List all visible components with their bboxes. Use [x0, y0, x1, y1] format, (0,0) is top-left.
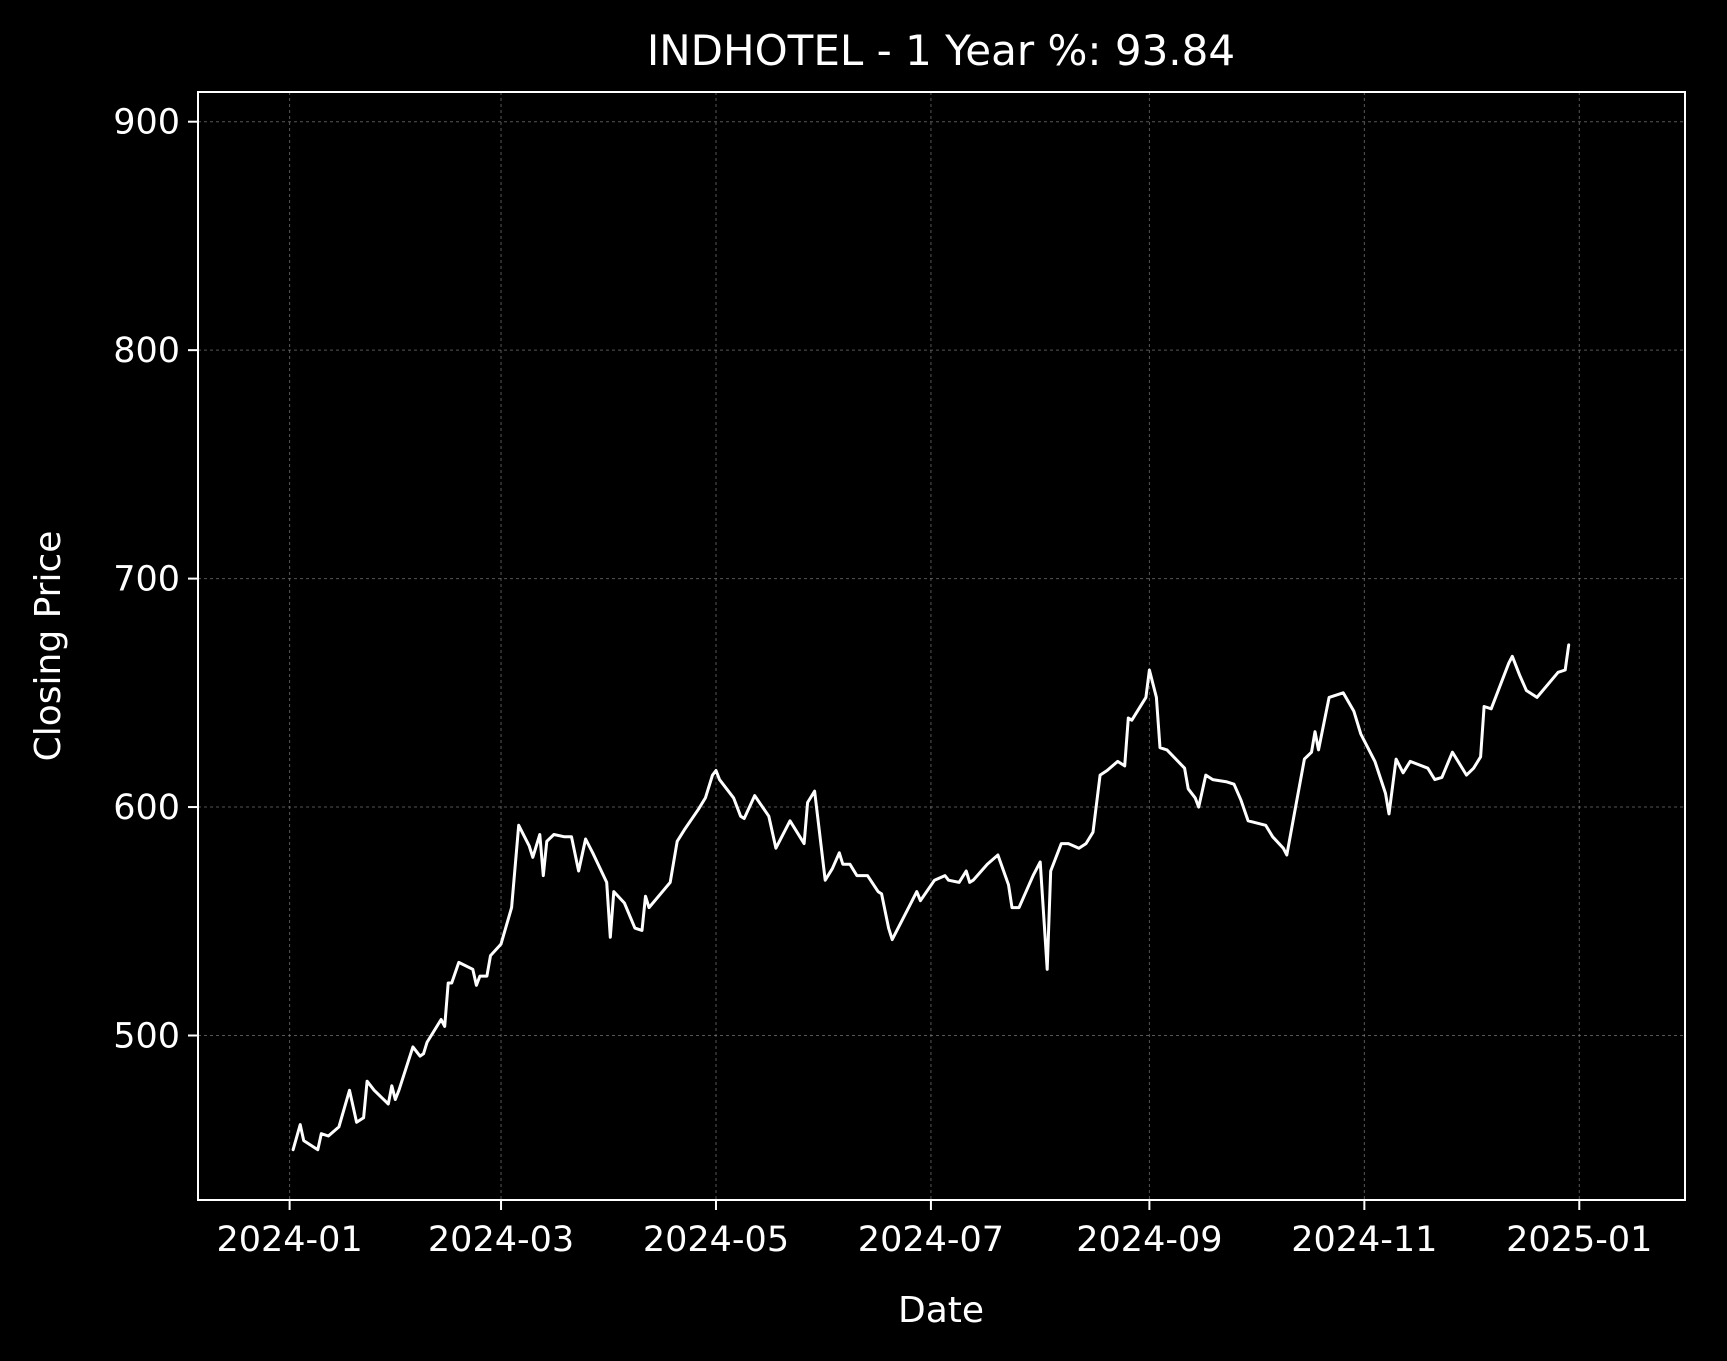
- axis-ticks: 2024-01 2024-03 2024-05 2024-07 2024-09 2024-…: [113, 103, 1652, 1260]
- grid: [198, 92, 1685, 1200]
- x-tick-label: 2024-09: [1076, 1220, 1222, 1260]
- y-tick-label: 800: [113, 331, 180, 371]
- y-tick-label: 900: [113, 103, 180, 143]
- x-axis-label: Date: [898, 1290, 984, 1331]
- x-tick-label: 2024-07: [858, 1220, 1004, 1260]
- y-axis-label: Closing Price: [28, 531, 69, 762]
- y-tick-label: 600: [113, 788, 180, 828]
- y-tick-label: 500: [113, 1017, 180, 1057]
- x-tick-label: 2024-11: [1291, 1220, 1437, 1260]
- y-tick-label: 700: [113, 560, 180, 600]
- x-tick-label: 2024-01: [216, 1220, 362, 1260]
- x-tick-label: 2024-03: [428, 1220, 574, 1260]
- plot-area: [291, 643, 1571, 1152]
- plot-frame: [197, 91, 1686, 1201]
- x-tick-label: 2025-01: [1506, 1220, 1652, 1260]
- series-line-0: [291, 643, 1571, 1152]
- chart-title: INDHOTEL - 1 Year %: 93.84: [647, 26, 1235, 75]
- x-tick-label: 2024-05: [643, 1220, 789, 1260]
